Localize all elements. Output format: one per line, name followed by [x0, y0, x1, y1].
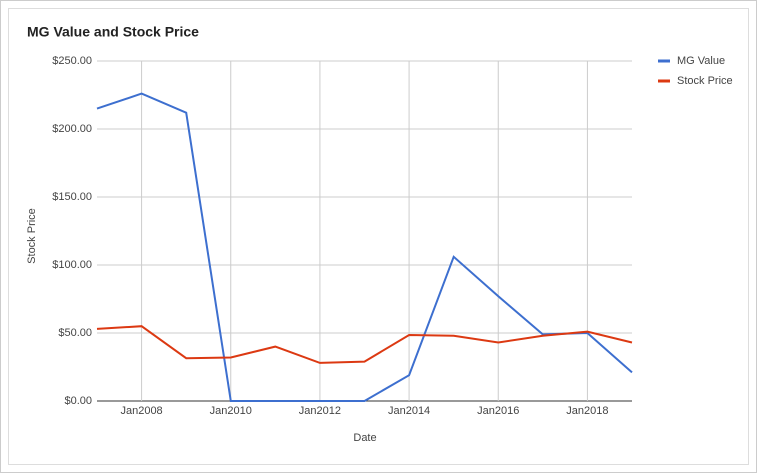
y-axis-title: Stock Price — [26, 208, 38, 264]
series-line — [96, 92, 633, 402]
x-tick-label: Jan2012 — [299, 405, 341, 417]
x-tick-label: Jan2014 — [388, 405, 430, 417]
y-tick-label: $250.00 — [52, 55, 92, 67]
x-axis-title: Date — [353, 432, 376, 444]
x-tick-label: Jan2016 — [477, 405, 519, 417]
chart-frame — [8, 8, 749, 465]
series-line — [96, 325, 633, 364]
chart-title: MG Value and Stock Price — [27, 24, 199, 40]
y-tick-label: $50.00 — [58, 327, 92, 339]
y-tick-label: $100.00 — [52, 259, 92, 271]
y-tick-label: $0.00 — [64, 395, 92, 407]
y-tick-label: $200.00 — [52, 123, 92, 135]
legend-label: Stock Price — [677, 75, 733, 87]
x-tick-label: Jan2018 — [566, 405, 608, 417]
x-tick-label: Jan2008 — [120, 405, 162, 417]
x-tick-label: Jan2010 — [210, 405, 252, 417]
legend-label: MG Value — [677, 55, 725, 67]
y-tick-label: $150.00 — [52, 191, 92, 203]
